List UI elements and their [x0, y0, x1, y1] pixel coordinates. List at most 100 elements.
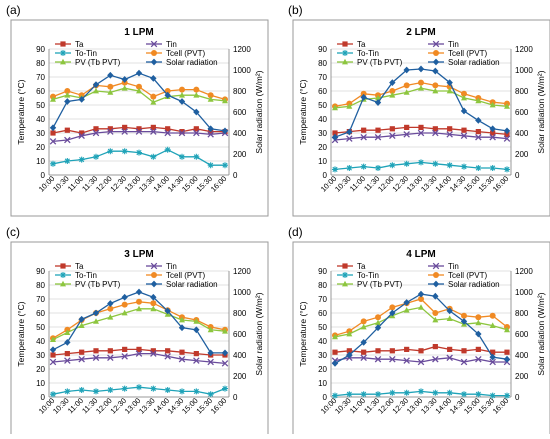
data-point-diamond: [207, 349, 214, 357]
data-point-diamond: [331, 133, 339, 141]
data-point-diamond: [221, 127, 229, 135]
data-point-x: [389, 355, 396, 363]
y-axis-label: Temperature (°C): [16, 79, 26, 144]
data-point-square: [418, 348, 424, 354]
y2-tick-label: 200: [515, 372, 529, 381]
data-point-triangle: [389, 92, 396, 98]
y-tick-label: 30: [318, 351, 327, 360]
data-point-square: [389, 126, 395, 132]
y2-tick-label: 800: [515, 87, 529, 96]
data-point-star: [193, 388, 200, 395]
data-point-diamond: [503, 127, 511, 135]
data-point-x: [92, 129, 100, 137]
data-point-square: [342, 263, 348, 269]
data-point-triangle: [107, 314, 114, 320]
legend-label-tcell: Tcell (PVT): [166, 49, 205, 58]
data-point-triangle: [446, 315, 453, 321]
data-point-star: [389, 162, 396, 169]
chart-title: 4 LPM: [406, 249, 435, 260]
data-point-star: [150, 153, 157, 160]
panel-label: (a): [6, 3, 21, 17]
data-point-diamond: [331, 360, 339, 367]
data-point-star: [446, 389, 453, 396]
data-point-star: [375, 165, 381, 171]
y2-tick-label: 1200: [233, 45, 251, 54]
y-tick-label: 0: [41, 171, 46, 180]
y-tick-label: 90: [36, 45, 45, 54]
data-point-square: [504, 131, 510, 137]
data-point-circle: [461, 90, 467, 97]
data-point-star: [136, 384, 142, 391]
y2-tick-label: 600: [233, 108, 247, 117]
data-point-circle: [433, 50, 439, 56]
data-point-square: [93, 126, 99, 132]
data-point-triangle: [136, 305, 142, 312]
y-tick-label: 30: [36, 351, 45, 360]
y2-tick-label: 800: [233, 87, 247, 96]
data-point-triangle: [193, 92, 200, 98]
y-tick-label: 0: [323, 171, 328, 180]
panel-label: (c): [6, 225, 20, 239]
data-point-circle: [136, 83, 142, 90]
data-point-star: [504, 166, 510, 173]
y2-tick-label: 0: [233, 393, 238, 402]
data-point-star: [107, 387, 114, 393]
data-point-square: [490, 130, 496, 136]
data-point-circle: [179, 86, 185, 93]
data-point-star: [475, 391, 482, 398]
y2-tick-label: 1200: [515, 267, 533, 276]
data-point-triangle: [150, 305, 157, 312]
y-axis-label: Temperature (°C): [16, 301, 26, 366]
data-point-star: [150, 385, 157, 392]
data-point-diamond: [446, 79, 453, 86]
data-point-square: [432, 126, 438, 132]
data-point-square: [475, 129, 481, 135]
data-point-circle: [360, 318, 367, 325]
legend-label-pv: PV (Tb PVT): [75, 280, 121, 289]
y-tick-label: 70: [318, 73, 327, 82]
data-point-x: [403, 357, 410, 364]
y-tick-label: 0: [41, 393, 46, 402]
data-point-x: [489, 133, 496, 141]
data-point-diamond: [389, 79, 396, 86]
legend-label-ta: Ta: [75, 40, 84, 49]
y-tick-label: 20: [36, 365, 45, 374]
data-point-square: [361, 127, 367, 133]
data-point-x: [193, 129, 200, 137]
data-point-triangle: [504, 103, 510, 109]
data-point-square: [50, 130, 56, 136]
data-point-star: [346, 165, 353, 171]
y2-tick-label: 600: [233, 330, 247, 339]
data-point-star: [418, 388, 424, 395]
data-point-square: [64, 127, 70, 133]
data-point-triangle: [93, 87, 99, 94]
data-point-x: [207, 131, 214, 138]
data-point-diamond: [432, 58, 440, 66]
data-point-square: [342, 41, 348, 47]
data-point-triangle: [342, 280, 348, 287]
legend-label-tcell: Tcell (PVT): [166, 271, 205, 280]
data-point-square: [504, 349, 510, 355]
legend-label-tin: Tin: [166, 262, 177, 271]
data-point-diamond: [150, 58, 158, 66]
y-tick-label: 60: [318, 87, 327, 96]
data-point-diamond: [403, 66, 410, 74]
data-point-x: [107, 128, 114, 135]
data-point-x: [374, 355, 382, 363]
data-point-triangle: [150, 99, 157, 105]
data-point-x: [489, 358, 496, 366]
data-point-diamond: [417, 65, 425, 73]
y-tick-label: 30: [318, 129, 327, 138]
data-point-star: [64, 388, 71, 395]
data-point-triangle: [346, 330, 353, 337]
data-point-diamond: [346, 351, 353, 359]
data-point-star: [121, 385, 128, 392]
data-point-x: [403, 131, 410, 138]
data-point-triangle: [136, 87, 142, 94]
data-point-square: [150, 348, 156, 354]
data-point-square: [79, 130, 85, 136]
data-point-x: [164, 129, 171, 137]
y2-tick-label: 1000: [515, 66, 533, 75]
data-point-star: [222, 385, 228, 392]
y2-tick-label: 1200: [233, 267, 251, 276]
